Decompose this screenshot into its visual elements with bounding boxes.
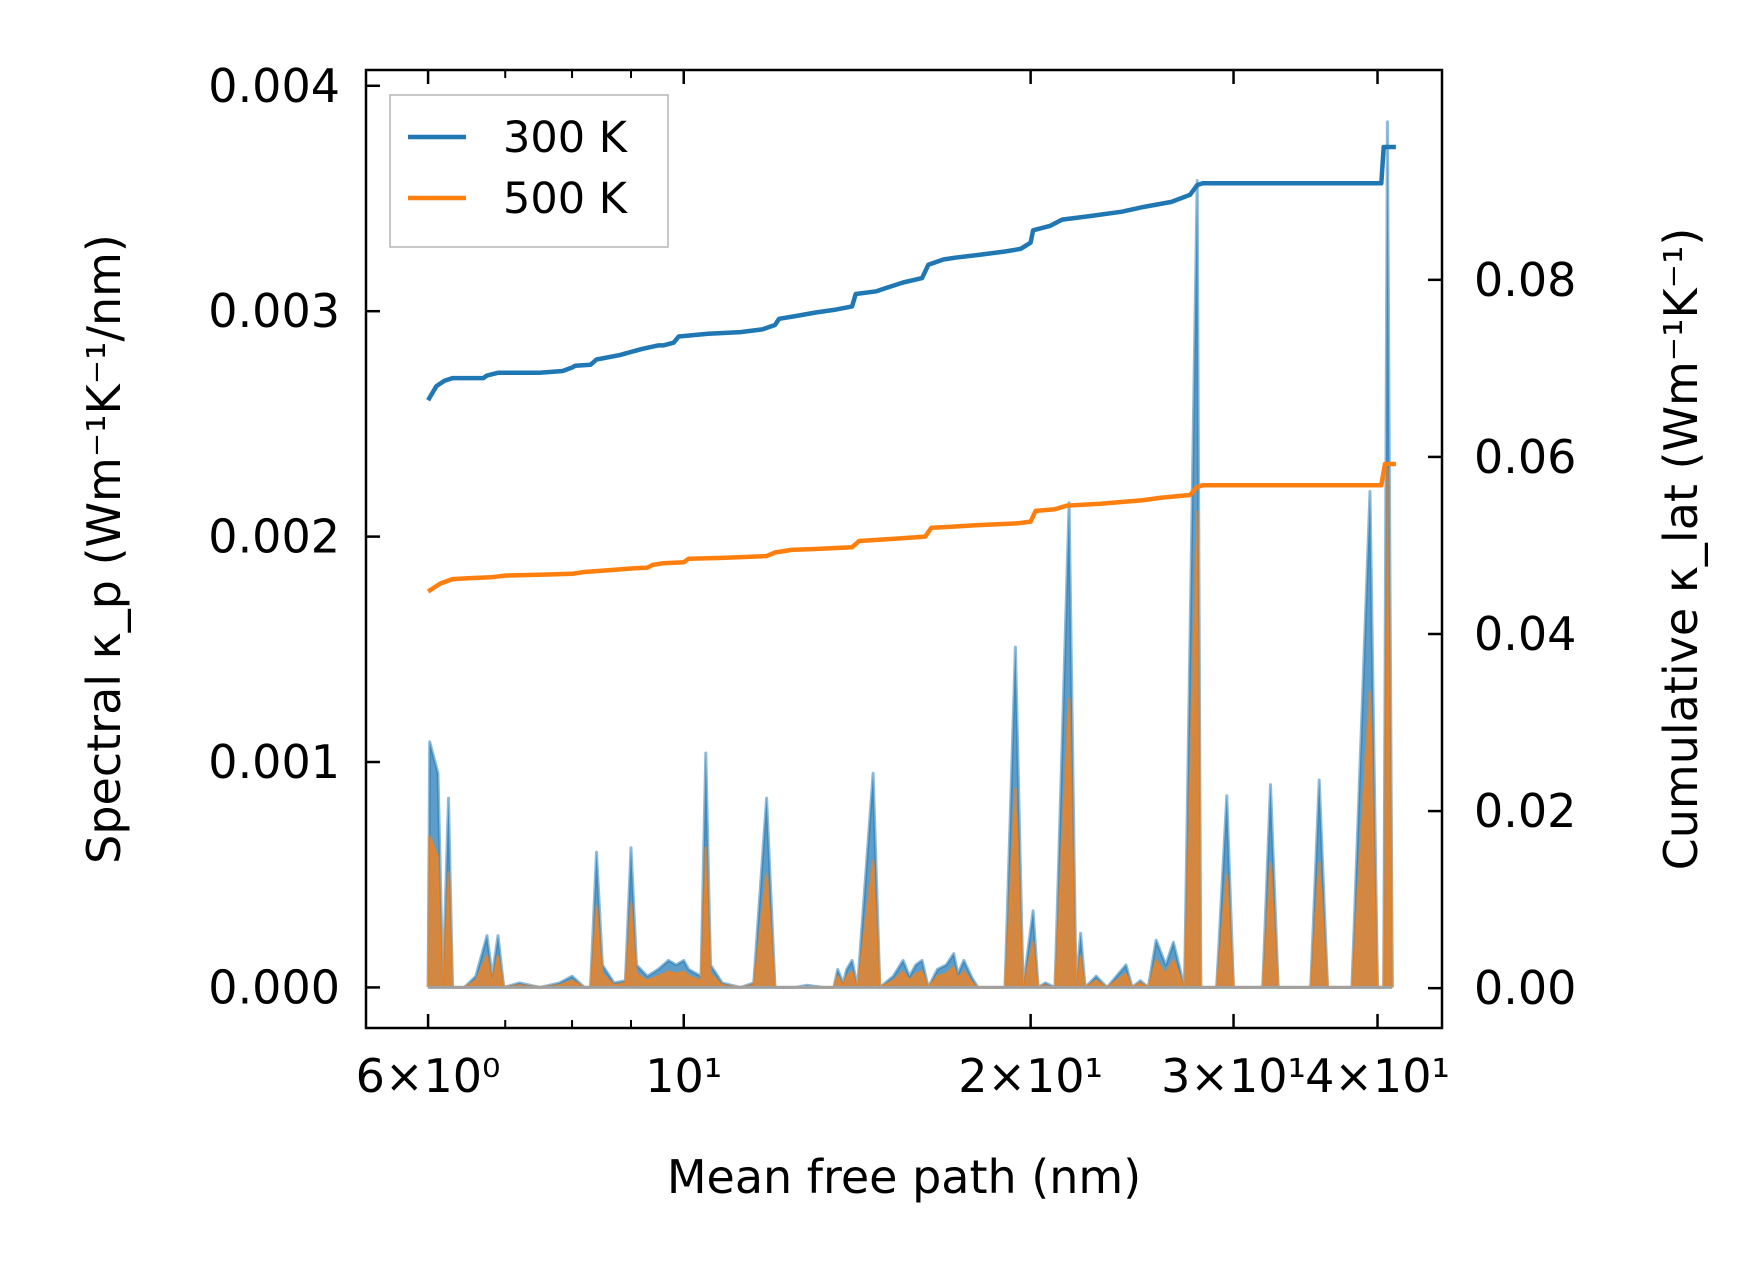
right-y-tick-label: 0.06 (1474, 430, 1576, 484)
ticks-layer: 0.000 0.001 0.002 0.003 0.004 0.00 0.02 0.04 0.0… (208, 59, 1576, 1103)
left-y-axis-title: Spectral κ_p (Wm⁻¹K⁻¹/nm) (77, 234, 131, 864)
left-y-tick-label: 0.002 (208, 510, 340, 564)
cumulative-line-300k (426, 144, 1396, 402)
right-y-tick-label: 0.00 (1474, 961, 1576, 1015)
left-y-tick-label: 0.003 (208, 284, 340, 338)
left-y-tick-label: 0.000 (208, 960, 340, 1014)
legend-frame (389, 94, 669, 248)
left-y-tick-label: 0.004 (208, 59, 340, 113)
spectral-layer (426, 120, 1394, 989)
right-y-axis-title: Cumulative κ_lat (Wm⁻¹K⁻¹) (1654, 228, 1708, 871)
right-y-tick-label: 0.04 (1474, 607, 1576, 661)
x-tick-label: 3×10¹ (1161, 1049, 1306, 1103)
left-y-tick-label: 0.001 (208, 735, 340, 789)
plot-frame (364, 68, 1444, 1030)
right-y-tick-label: 0.02 (1474, 784, 1576, 838)
legend-label-500k: 500 K (503, 174, 629, 224)
cumulative-layer (426, 144, 1396, 594)
x-axis-title: Mean free path (nm) (667, 1150, 1141, 1204)
x-tick-label: 2×10¹ (958, 1049, 1103, 1103)
cumulative-line-500k (426, 461, 1396, 594)
x-tick-label: 10¹ (645, 1049, 722, 1103)
x-tick-label: 6×10⁰ (356, 1049, 501, 1103)
x-tick-label: 4×10¹ (1305, 1049, 1450, 1103)
legend: 300 K 500 K (389, 94, 669, 248)
legend-label-300k: 300 K (503, 113, 629, 163)
right-y-tick-label: 0.08 (1474, 253, 1576, 307)
